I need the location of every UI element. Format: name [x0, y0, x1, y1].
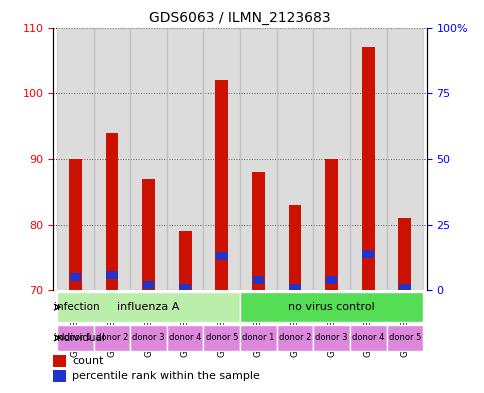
Bar — [397, 218, 410, 290]
Bar — [288, 205, 301, 290]
Text: donor 3: donor 3 — [315, 333, 347, 342]
Text: individual: individual — [54, 333, 105, 343]
Bar — [130, 325, 166, 351]
Bar — [313, 28, 349, 290]
Bar — [57, 325, 93, 351]
Bar — [386, 325, 422, 351]
Bar — [276, 325, 313, 351]
Text: donor 2: donor 2 — [278, 333, 311, 342]
Bar — [240, 292, 422, 322]
Text: donor 4: donor 4 — [351, 333, 384, 342]
Text: infection: infection — [54, 302, 100, 312]
Bar — [69, 159, 82, 290]
Text: donor 1: donor 1 — [59, 333, 91, 342]
Bar — [288, 284, 300, 292]
Bar — [361, 47, 374, 290]
Bar — [166, 28, 203, 290]
Text: donor 5: donor 5 — [388, 333, 420, 342]
Bar — [325, 159, 337, 290]
Bar — [276, 28, 313, 290]
Bar — [166, 325, 203, 351]
Bar — [142, 281, 154, 289]
Text: donor 2: donor 2 — [95, 333, 128, 342]
Bar — [252, 276, 264, 284]
Bar — [179, 284, 191, 292]
Bar — [53, 355, 66, 367]
Bar — [106, 271, 118, 279]
Bar — [57, 292, 240, 322]
Text: percentile rank within the sample: percentile rank within the sample — [72, 371, 259, 381]
Bar — [240, 28, 276, 290]
Bar — [349, 325, 386, 351]
Bar — [130, 28, 166, 290]
Bar — [398, 284, 410, 292]
Title: GDS6063 / ILMN_2123683: GDS6063 / ILMN_2123683 — [149, 11, 330, 25]
Bar — [203, 325, 240, 351]
Bar — [93, 325, 130, 351]
Text: donor 5: donor 5 — [205, 333, 238, 342]
Bar — [57, 28, 93, 290]
Text: influenza A: influenza A — [117, 302, 180, 312]
Text: donor 1: donor 1 — [242, 333, 274, 342]
Bar — [240, 325, 276, 351]
Bar — [313, 325, 349, 351]
Bar — [349, 28, 386, 290]
Bar — [362, 250, 373, 257]
Text: donor 4: donor 4 — [168, 333, 201, 342]
Bar — [325, 276, 337, 284]
Bar — [203, 28, 240, 290]
Bar — [179, 231, 191, 290]
Bar — [142, 179, 154, 290]
Bar — [106, 133, 118, 290]
Bar — [252, 172, 264, 290]
Bar — [215, 252, 227, 260]
Text: donor 3: donor 3 — [132, 333, 165, 342]
Bar — [215, 80, 227, 290]
Bar — [386, 28, 422, 290]
Bar — [69, 274, 81, 281]
Text: count: count — [72, 356, 103, 366]
Bar — [53, 370, 66, 382]
Text: no virus control: no virus control — [287, 302, 374, 312]
Bar — [93, 28, 130, 290]
